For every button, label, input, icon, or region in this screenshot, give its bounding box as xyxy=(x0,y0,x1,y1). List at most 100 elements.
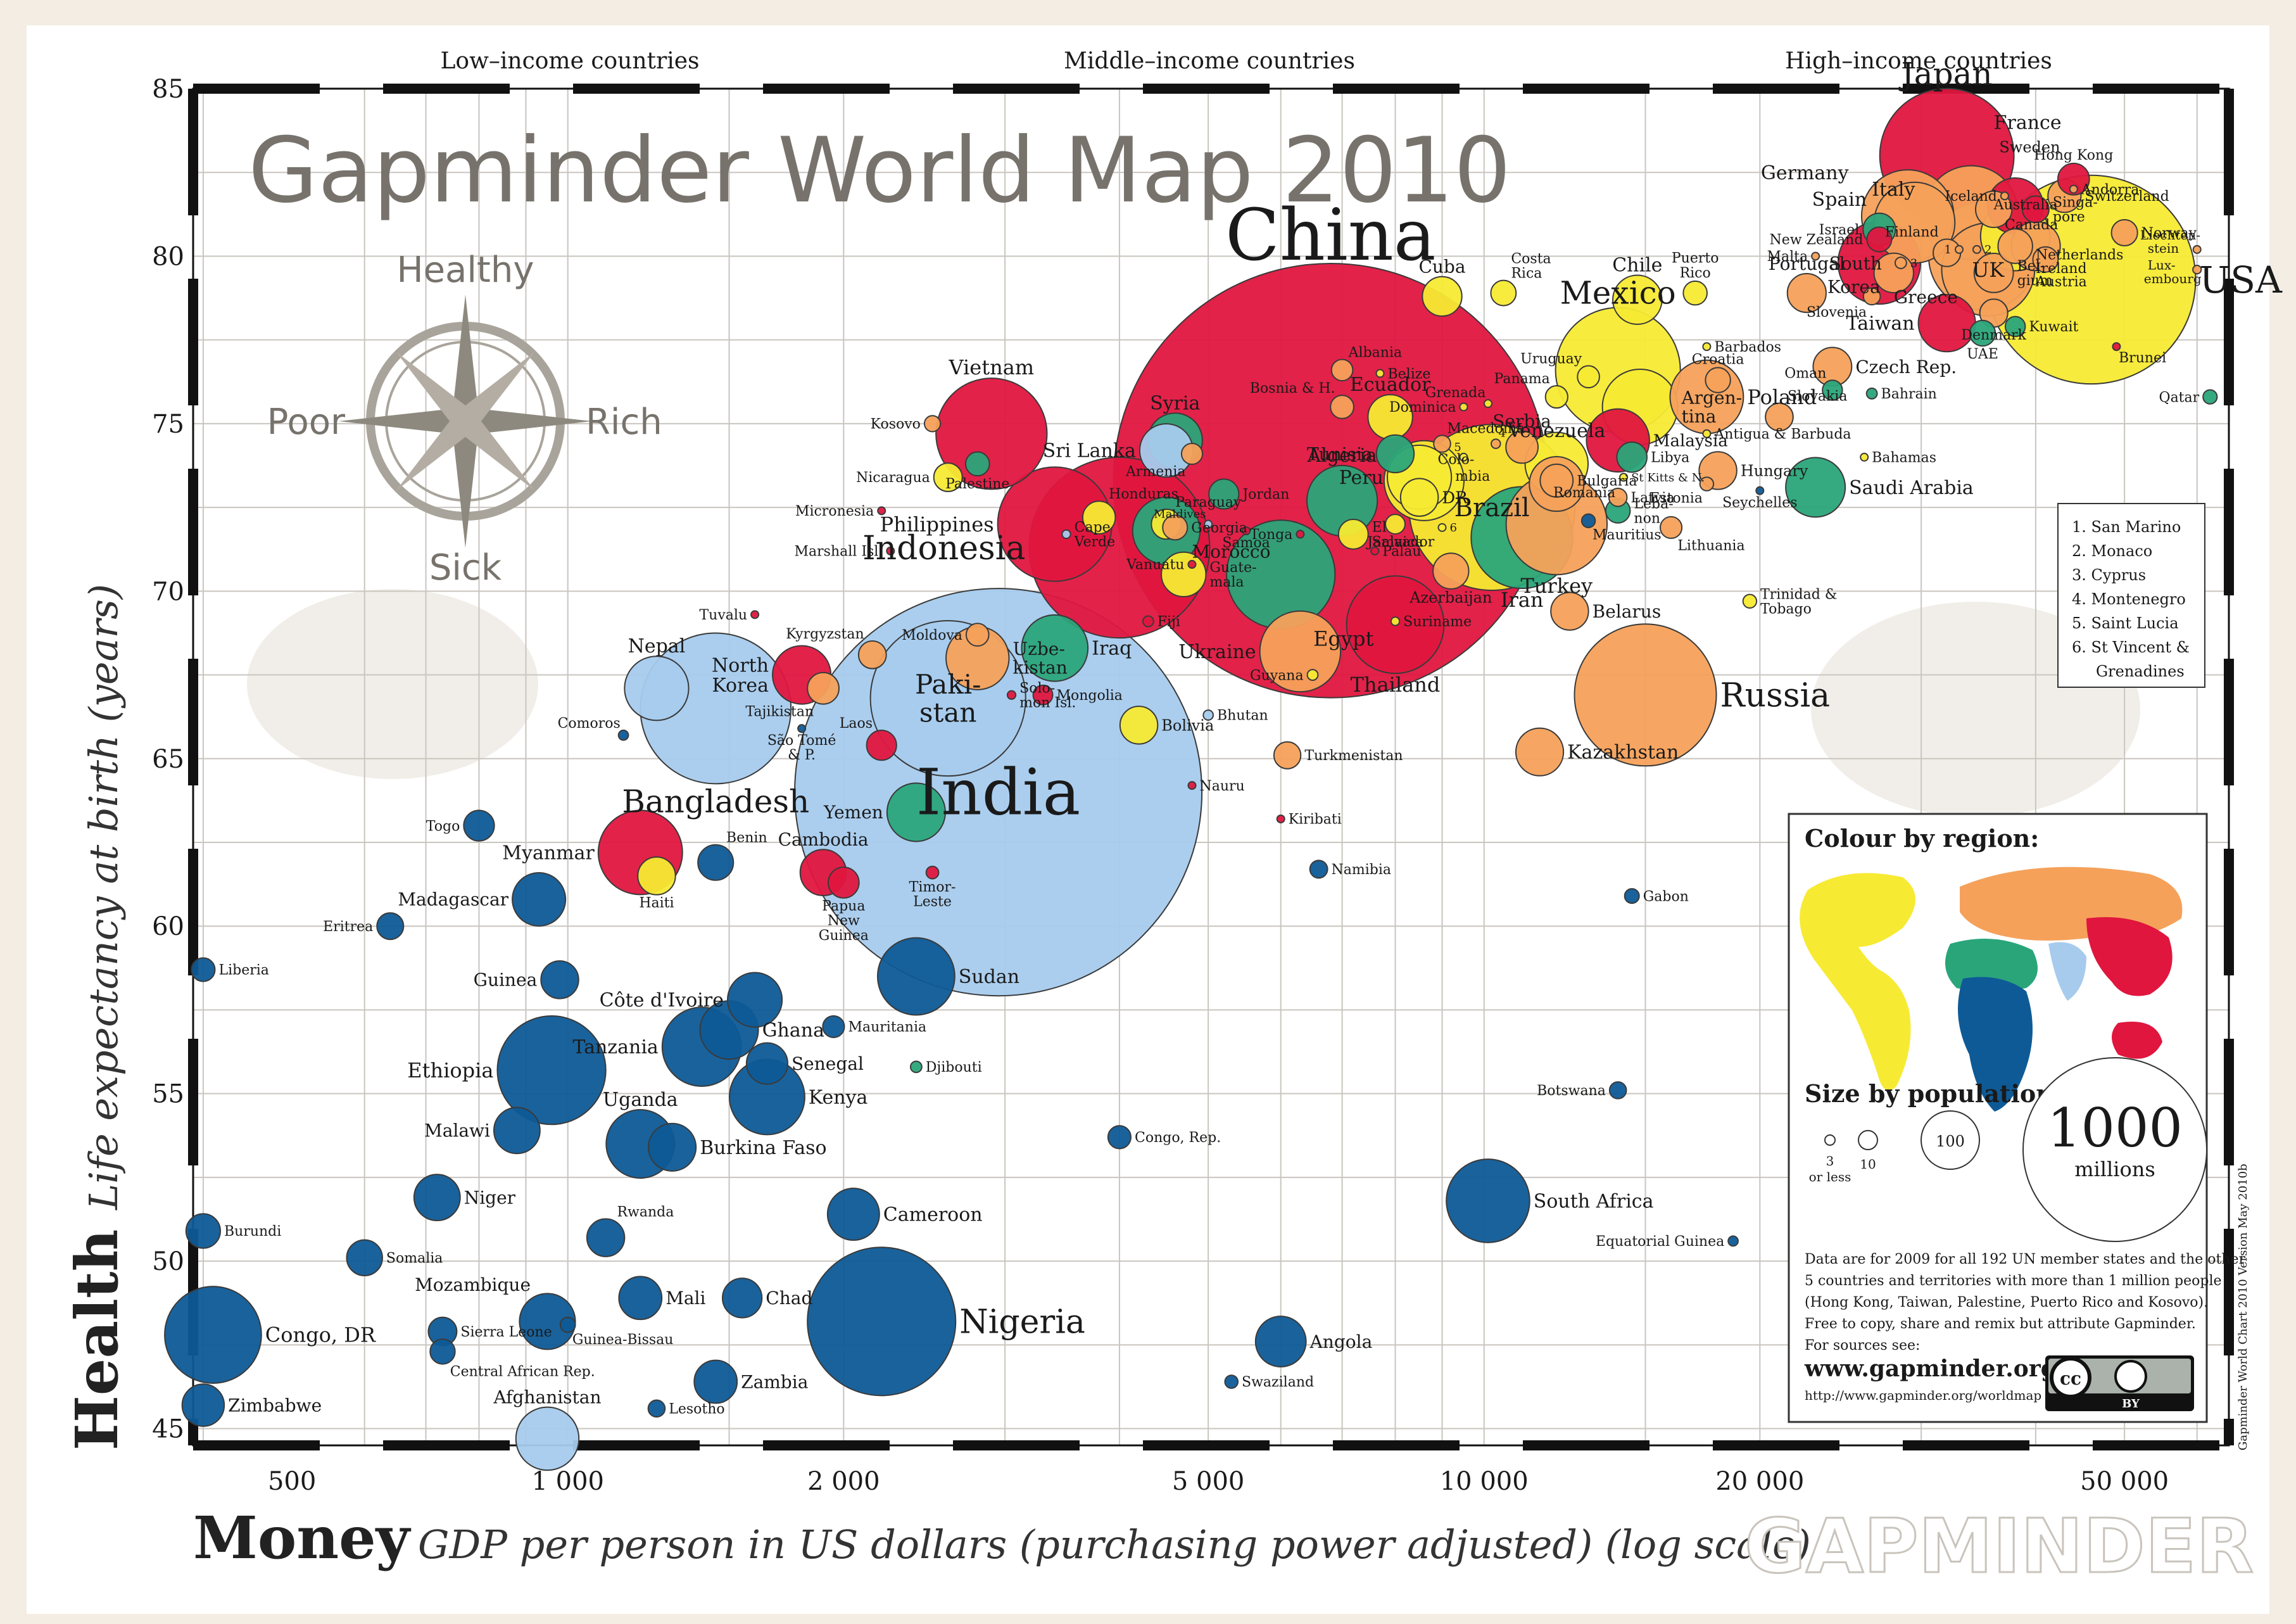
bubble-portugal xyxy=(1786,273,1827,314)
bubble-kuwait xyxy=(2004,315,2026,338)
bubble-label: Palau xyxy=(1382,544,1421,560)
bubble-label: St Kitts & N. xyxy=(1631,471,1705,485)
y-tick-label: 85 xyxy=(152,75,184,104)
bubble-yemen xyxy=(886,782,946,842)
legend-size-label: 1000 xyxy=(2047,1097,2183,1159)
bubble-serbia xyxy=(1505,430,1539,464)
bubble-label: Kuwait xyxy=(2029,319,2078,335)
bubble-nigeria xyxy=(807,1247,957,1397)
bubble-qatar xyxy=(2202,389,2218,405)
bubble-label: South Africa xyxy=(1534,1190,1654,1212)
legend-region-africa xyxy=(1958,977,2033,1112)
bubble-label: Azerbaijan xyxy=(1409,588,1492,606)
bubble-label: Barbados xyxy=(1714,339,1781,355)
bubble-mauritius xyxy=(1580,513,1596,528)
bubble-seychelles xyxy=(1755,486,1765,495)
bubble-el-salvador xyxy=(1337,519,1369,550)
bubble-saudi-arabia xyxy=(1785,457,1846,518)
bubble-label: Sri Lanka xyxy=(1043,440,1136,462)
bubble-south-africa xyxy=(1446,1158,1530,1243)
bubble-label: Libya xyxy=(1651,450,1689,466)
bubble-label: Australia xyxy=(1993,197,2058,213)
bubble-st-kitts-n- xyxy=(1619,473,1629,482)
bubble-label: Jamaica xyxy=(1366,535,1423,550)
decor-dragon-left xyxy=(247,589,538,779)
bubble-label: South xyxy=(1829,253,1882,274)
bubble-uruguay xyxy=(1577,365,1600,389)
bubble-label: UK xyxy=(1972,258,2005,282)
bubble-label: Palestine xyxy=(945,476,1009,492)
bubble-label: Sierra Leone xyxy=(460,1324,552,1340)
bubble-label: Vietnam xyxy=(949,355,1035,379)
bubble-comoros xyxy=(617,729,629,741)
bubble-zambia xyxy=(693,1359,738,1404)
bubble-label: Yemen xyxy=(823,802,883,823)
bubble-label: Cape Verde xyxy=(1074,520,1116,550)
bubble-label: Netherlands xyxy=(2036,248,2124,263)
bubble-label: Central African Rep. xyxy=(450,1364,595,1380)
bubble-label: Solo-mon Isl. xyxy=(1019,680,1076,711)
bubble-label: Iraq xyxy=(1092,638,1132,660)
bubble-label: Nauru xyxy=(1199,778,1244,794)
bubble-chile xyxy=(1612,274,1663,325)
bubble-label: São Tomé & P. xyxy=(767,733,836,763)
bubble-label: Switzerland xyxy=(2085,189,2169,205)
bubble-guyana xyxy=(1306,669,1319,681)
bubble-kazakhstan xyxy=(1515,727,1565,777)
bubble-kiribati xyxy=(1276,814,1285,823)
bubble-label: Guinea-Bissau xyxy=(572,1332,674,1348)
bubble-label: Croatia xyxy=(1692,352,1744,367)
bubble-label: Tuvalu xyxy=(699,607,747,623)
x-tick-label: 1 000 xyxy=(531,1467,604,1496)
bubble-label: Spain xyxy=(1812,189,1867,211)
bubble-zimbabwe xyxy=(181,1383,225,1427)
bubble-luxembourg xyxy=(2192,264,2202,275)
chart-title-group: Gapminder World Map 2010 xyxy=(248,118,1511,223)
bubble-kyrgyzstan xyxy=(857,640,887,669)
bubble-label: Japan xyxy=(1898,56,1993,92)
bubble-label: Indonesia xyxy=(862,530,1025,568)
bubble-label: Jordan xyxy=(1241,487,1289,503)
bubble-label: Ukraine xyxy=(1178,641,1256,663)
bubble-papua-new-guinea xyxy=(827,866,860,899)
bubble-label: USA xyxy=(2199,258,2283,301)
by-label: BY xyxy=(2122,1397,2140,1411)
bubble-label: Portugal xyxy=(1769,253,1845,274)
bubble-label: Uganda xyxy=(603,1089,678,1111)
cc-icon xyxy=(2050,1357,2091,1399)
bubble-label: Nigeria xyxy=(959,1304,1085,1342)
legend-url: www.gapminder.org xyxy=(1804,1355,2057,1382)
bubble-label: Tanzania xyxy=(572,1036,658,1058)
bubble-bolivia xyxy=(1119,706,1159,745)
legend-size-10 xyxy=(1858,1130,1878,1150)
bubble-label: Niger xyxy=(464,1187,516,1208)
bubble-uae xyxy=(1969,319,1996,347)
bubble-label: Leba-non xyxy=(1634,497,1673,527)
bubble-label: Bolivia xyxy=(1161,716,1214,734)
bubble-moldova xyxy=(965,623,990,647)
legend-url2: http://www.gapminder.org/worldmap xyxy=(1805,1388,2041,1403)
bubble-label: Puerto Rico xyxy=(1672,251,1719,281)
bubble-label: Belize xyxy=(1387,366,1430,382)
bubble-label: Slovakia xyxy=(1788,388,1847,404)
bubble-label: Mexico xyxy=(1560,275,1676,312)
bubble-label: Moldova xyxy=(902,628,962,644)
bubble-congo-dr xyxy=(164,1286,262,1384)
bubble-label: Maldives xyxy=(1154,508,1206,521)
bubble-label: Seychelles xyxy=(1722,495,1797,511)
bubble-label: Tonga xyxy=(1250,527,1293,543)
bubble-mali xyxy=(618,1276,663,1321)
bubble-bhutan xyxy=(1202,709,1214,721)
footnote-item: 4. Montenegro xyxy=(2072,590,2186,608)
bubble-benin xyxy=(697,844,735,881)
bubble-label: Chile xyxy=(1612,254,1662,276)
bubble-jamaica xyxy=(1385,514,1406,535)
bubble-fiji xyxy=(1142,615,1154,628)
bubble-label: Malaysia xyxy=(1653,431,1728,450)
bubble-label: Belarus xyxy=(1593,601,1662,622)
bubble-label: Burundi xyxy=(224,1224,281,1240)
footnote-frame xyxy=(2057,503,2205,688)
x-tick-label: 2 000 xyxy=(807,1467,880,1496)
bubble-label: Iran xyxy=(1501,588,1544,612)
